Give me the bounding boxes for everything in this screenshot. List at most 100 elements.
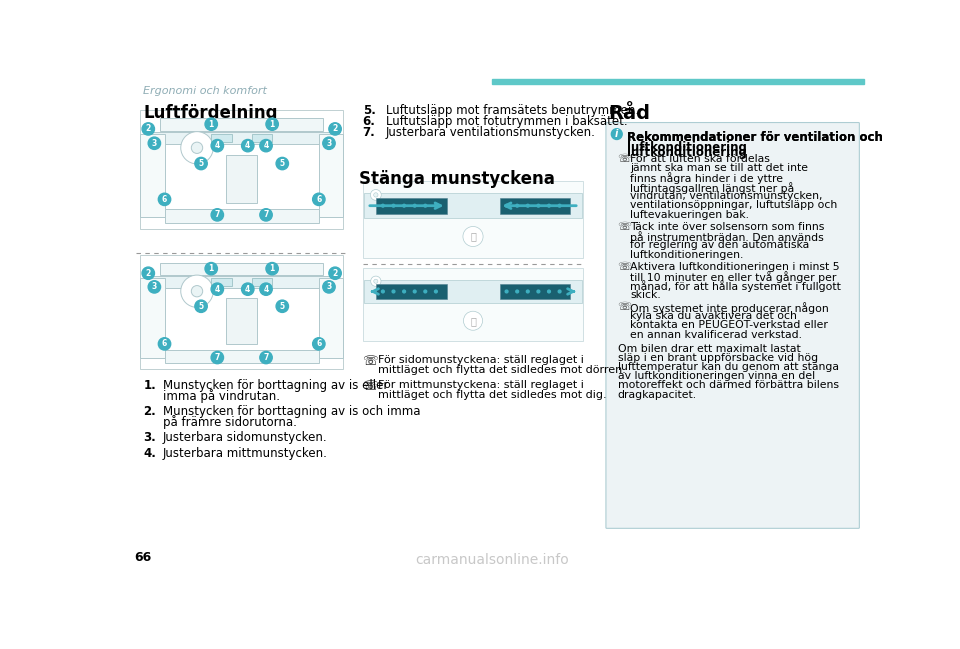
Text: Råd: Råd — [609, 104, 650, 123]
Text: Täck inte över solsensorn som finns: Täck inte över solsensorn som finns — [630, 222, 825, 232]
Text: Justerbara mittmunstycken.: Justerbara mittmunstycken. — [162, 447, 327, 461]
Circle shape — [558, 204, 561, 207]
Text: 4: 4 — [263, 285, 269, 293]
Text: 4: 4 — [215, 285, 220, 293]
Bar — [499, 198, 570, 214]
Text: 1: 1 — [208, 264, 214, 273]
Circle shape — [373, 279, 378, 283]
Text: 2.: 2. — [143, 405, 156, 418]
Circle shape — [323, 137, 335, 149]
Circle shape — [329, 267, 341, 279]
Circle shape — [191, 286, 203, 297]
Circle shape — [260, 283, 273, 295]
Text: 1.: 1. — [143, 379, 156, 392]
Text: 5: 5 — [279, 159, 285, 168]
Circle shape — [195, 300, 207, 312]
Circle shape — [373, 193, 378, 197]
Bar — [227, 155, 257, 203]
Circle shape — [191, 142, 203, 153]
Text: skick.: skick. — [630, 289, 660, 300]
Text: 3: 3 — [152, 282, 157, 291]
Bar — [252, 278, 272, 286]
Text: 5.: 5. — [363, 104, 375, 117]
Circle shape — [142, 123, 155, 135]
Text: släp i en brant uppförsbacke vid hög: släp i en brant uppförsbacke vid hög — [617, 353, 818, 363]
Text: 6: 6 — [316, 195, 322, 204]
Circle shape — [211, 351, 224, 363]
Text: i: i — [615, 129, 618, 139]
Bar — [319, 278, 344, 358]
Text: på främre sidorutorna.: på främre sidorutorna. — [162, 415, 297, 429]
Text: dragkapacitet.: dragkapacitet. — [617, 390, 697, 400]
Text: månad, för att hålla systemet i fullgott: månad, för att hålla systemet i fullgott — [630, 280, 841, 292]
Circle shape — [205, 262, 217, 275]
Text: 4: 4 — [215, 141, 220, 150]
Circle shape — [205, 118, 217, 130]
Bar — [319, 134, 344, 217]
Bar — [144, 276, 339, 288]
Text: finns några hinder i de yttre: finns några hinder i de yttre — [630, 173, 783, 184]
Text: luftkonditioneringen.: luftkonditioneringen. — [630, 250, 743, 260]
Text: luftintagsgallren längst ner på: luftintagsgallren längst ner på — [630, 182, 794, 194]
Circle shape — [414, 290, 416, 293]
Bar — [144, 132, 339, 144]
Circle shape — [313, 193, 325, 206]
Circle shape — [414, 204, 416, 207]
Text: Luftutsläpp mot fotutrymmen i baksätet.: Luftutsläpp mot fotutrymmen i baksätet. — [386, 115, 628, 128]
Text: 2: 2 — [332, 125, 338, 134]
Text: luftkonditionering: luftkonditionering — [627, 141, 747, 154]
Bar — [375, 284, 446, 299]
Circle shape — [463, 227, 483, 247]
Circle shape — [371, 190, 381, 201]
Text: 3.: 3. — [143, 432, 156, 445]
Text: 7.: 7. — [363, 126, 375, 139]
Text: luftevakueringen bak.: luftevakueringen bak. — [630, 210, 749, 219]
Text: en annan kvalificerad verkstad.: en annan kvalificerad verkstad. — [630, 330, 802, 339]
Circle shape — [435, 204, 438, 207]
Text: Luftfördelning: Luftfördelning — [143, 104, 277, 122]
Bar — [492, 79, 864, 84]
Circle shape — [505, 290, 508, 293]
Text: carmanualsonline.info: carmanualsonline.info — [415, 553, 569, 567]
Text: Om bilen drar ett maximalt lastat: Om bilen drar ett maximalt lastat — [617, 343, 801, 354]
FancyBboxPatch shape — [606, 123, 859, 528]
Circle shape — [329, 123, 341, 135]
Text: Justerbara ventilationsmunstycken.: Justerbara ventilationsmunstycken. — [386, 126, 596, 139]
Text: 3: 3 — [326, 139, 331, 148]
Bar — [140, 110, 344, 229]
Text: på instrumentbrädan. Den används: på instrumentbrädan. Den används — [630, 231, 824, 243]
Text: 7: 7 — [215, 353, 220, 362]
Text: vindrutan, ventilationsmunstycken,: vindrutan, ventilationsmunstycken, — [630, 191, 823, 201]
Text: Luftutsläpp mot framsätets benutrymmen.: Luftutsläpp mot framsätets benutrymmen. — [386, 104, 639, 117]
Circle shape — [464, 312, 483, 330]
Circle shape — [424, 290, 426, 293]
Circle shape — [180, 132, 213, 164]
Circle shape — [371, 276, 381, 286]
Text: 2: 2 — [146, 125, 151, 134]
Text: ventilationsöppningar, luftutsläpp och: ventilationsöppningar, luftutsläpp och — [630, 201, 837, 210]
Circle shape — [558, 290, 561, 293]
Bar — [140, 134, 164, 217]
Text: För att luften ska fördelas: För att luften ska fördelas — [630, 154, 770, 164]
Text: 1: 1 — [270, 264, 275, 273]
Circle shape — [260, 140, 273, 152]
Text: 66: 66 — [134, 551, 151, 564]
Text: Aktivera luftkonditioneringen i minst 5: Aktivera luftkonditioneringen i minst 5 — [630, 262, 840, 272]
Circle shape — [537, 290, 540, 293]
Circle shape — [402, 290, 405, 293]
Text: för reglering av den automatiska: för reglering av den automatiska — [630, 240, 809, 251]
Circle shape — [148, 281, 160, 293]
Text: av luftkonditioneringen vinna en del: av luftkonditioneringen vinna en del — [617, 371, 815, 381]
Text: ☏: ☏ — [363, 355, 378, 368]
Circle shape — [242, 140, 254, 152]
Text: kyla ska du avaktivera det och: kyla ska du avaktivera det och — [630, 311, 797, 321]
Bar — [164, 209, 319, 223]
Text: mittläget och flytta det sidledes mot dörren.: mittläget och flytta det sidledes mot dö… — [378, 365, 626, 375]
Text: ☏: ☏ — [363, 380, 378, 393]
Circle shape — [612, 129, 622, 140]
Text: Munstycken för borttagning av is och imma: Munstycken för borttagning av is och imm… — [162, 405, 420, 418]
Circle shape — [266, 262, 278, 275]
Circle shape — [516, 204, 518, 207]
Bar — [375, 198, 446, 214]
Bar — [211, 278, 231, 286]
